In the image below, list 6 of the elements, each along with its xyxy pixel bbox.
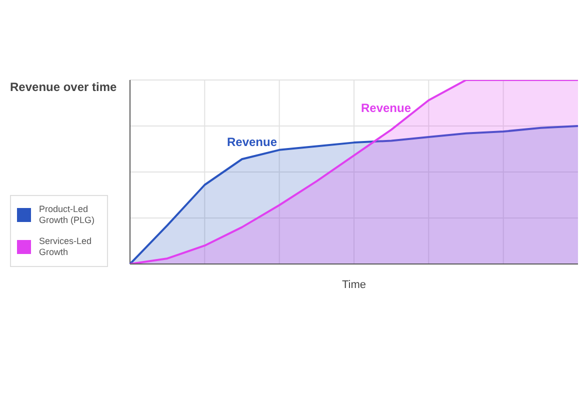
x-axis-title: Time bbox=[342, 279, 366, 291]
annotation: Revenue bbox=[360, 101, 412, 115]
annotation: Revenue bbox=[226, 135, 278, 149]
chart-title: Revenue over time bbox=[10, 80, 117, 94]
legend-label: Product-Led Growth (PLG) bbox=[39, 204, 96, 226]
legend-label: Services-Led Growth bbox=[39, 236, 93, 258]
